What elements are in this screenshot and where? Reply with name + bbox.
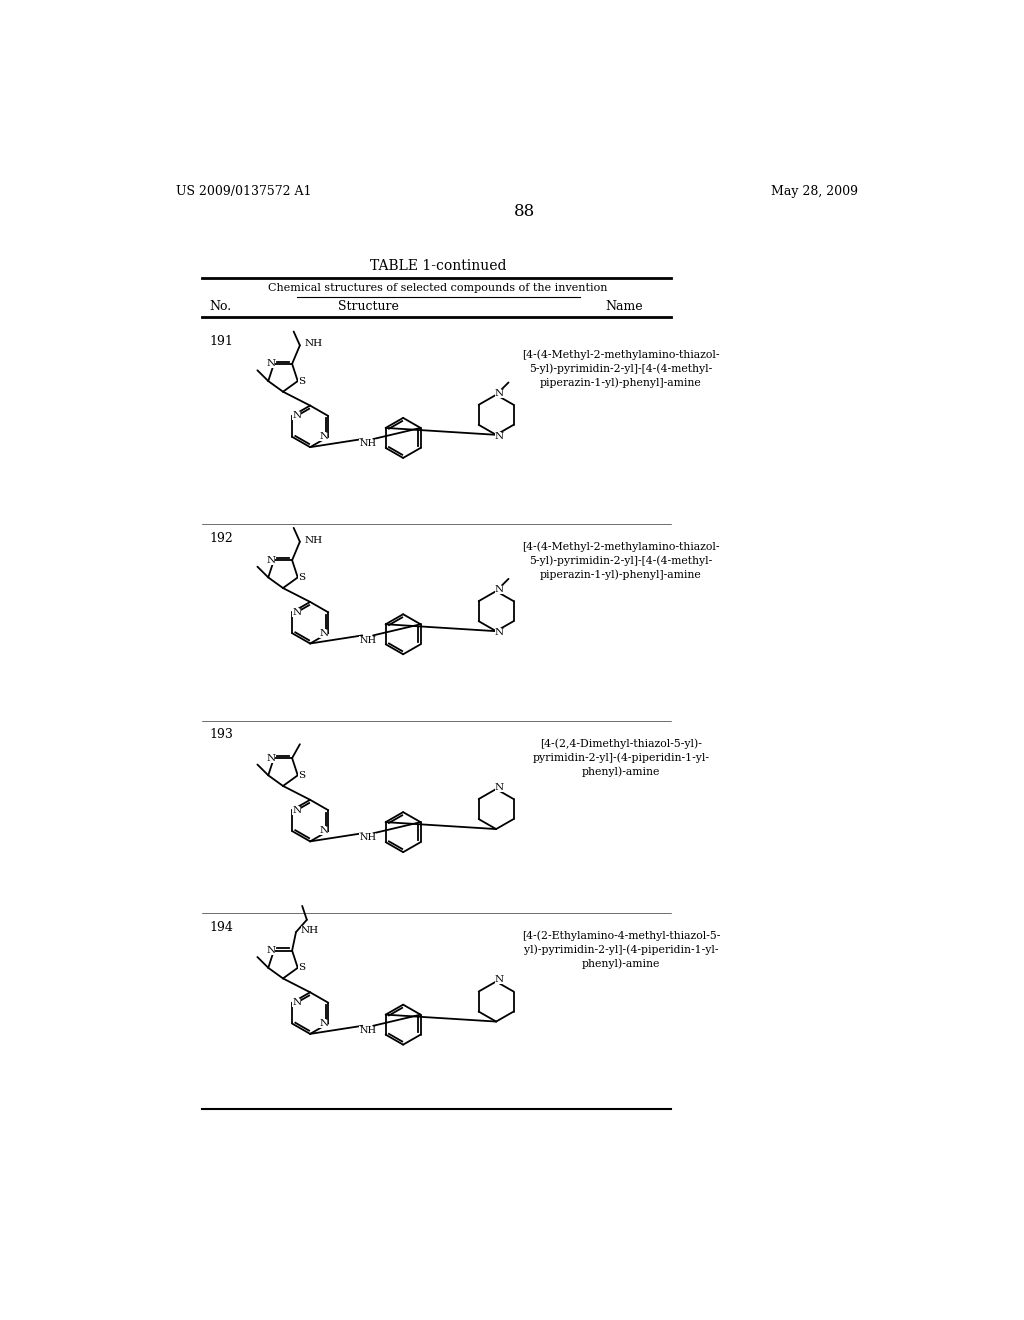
Text: NH: NH (359, 833, 376, 842)
Text: S: S (298, 573, 305, 582)
Text: NH: NH (359, 440, 376, 449)
Text: N: N (319, 628, 328, 638)
Text: Chemical structures of selected compounds of the invention: Chemical structures of selected compound… (268, 282, 608, 293)
Text: 193: 193 (209, 729, 233, 742)
Text: NH: NH (359, 635, 376, 644)
Text: N: N (292, 607, 301, 616)
Text: Structure: Structure (338, 300, 398, 313)
Text: [4-(2-Ethylamino-4-methyl-thiazol-5-
yl)-pyrimidin-2-yl]-(4-piperidin-1-yl-
phen: [4-(2-Ethylamino-4-methyl-thiazol-5- yl)… (521, 931, 720, 969)
Text: May 28, 2009: May 28, 2009 (771, 185, 858, 198)
Text: N: N (266, 359, 275, 368)
Text: N: N (495, 975, 504, 985)
Text: [4-(4-Methyl-2-methylamino-thiazol-
5-yl)-pyrimidin-2-yl]-[4-(4-methyl-
piperazi: [4-(4-Methyl-2-methylamino-thiazol- 5-yl… (522, 350, 720, 388)
Text: US 2009/0137572 A1: US 2009/0137572 A1 (176, 185, 311, 198)
Text: Name: Name (605, 300, 643, 313)
Text: S: S (298, 376, 305, 385)
Text: NH: NH (304, 339, 323, 348)
Text: N: N (319, 826, 328, 836)
Text: [4-(4-Methyl-2-methylamino-thiazol-
5-yl)-pyrimidin-2-yl]-[4-(4-methyl-
piperazi: [4-(4-Methyl-2-methylamino-thiazol- 5-yl… (522, 543, 720, 581)
Text: NH: NH (359, 1026, 376, 1035)
Text: N: N (292, 805, 301, 814)
Text: 191: 191 (209, 335, 233, 347)
Text: N: N (266, 754, 275, 763)
Text: 88: 88 (514, 203, 536, 220)
Text: 194: 194 (209, 921, 233, 933)
Text: N: N (495, 585, 504, 594)
Text: N: N (292, 998, 301, 1007)
Text: 192: 192 (209, 532, 233, 545)
Text: N: N (266, 946, 275, 956)
Text: N: N (495, 389, 504, 397)
Text: N: N (495, 783, 504, 792)
Text: NH: NH (301, 927, 318, 935)
Text: S: S (298, 964, 305, 973)
Text: TABLE 1-continued: TABLE 1-continued (370, 259, 506, 273)
Text: No.: No. (209, 300, 231, 313)
Text: NH: NH (304, 536, 323, 545)
Text: N: N (495, 432, 504, 441)
Text: N: N (292, 412, 301, 421)
Text: [4-(2,4-Dimethyl-thiazol-5-yl)-
pyrimidin-2-yl]-(4-piperidin-1-yl-
phenyl)-amine: [4-(2,4-Dimethyl-thiazol-5-yl)- pyrimidi… (532, 738, 710, 776)
Text: N: N (319, 432, 328, 441)
Text: N: N (495, 628, 504, 638)
Text: S: S (298, 771, 305, 780)
Text: N: N (319, 1019, 328, 1028)
Text: N: N (266, 556, 275, 565)
